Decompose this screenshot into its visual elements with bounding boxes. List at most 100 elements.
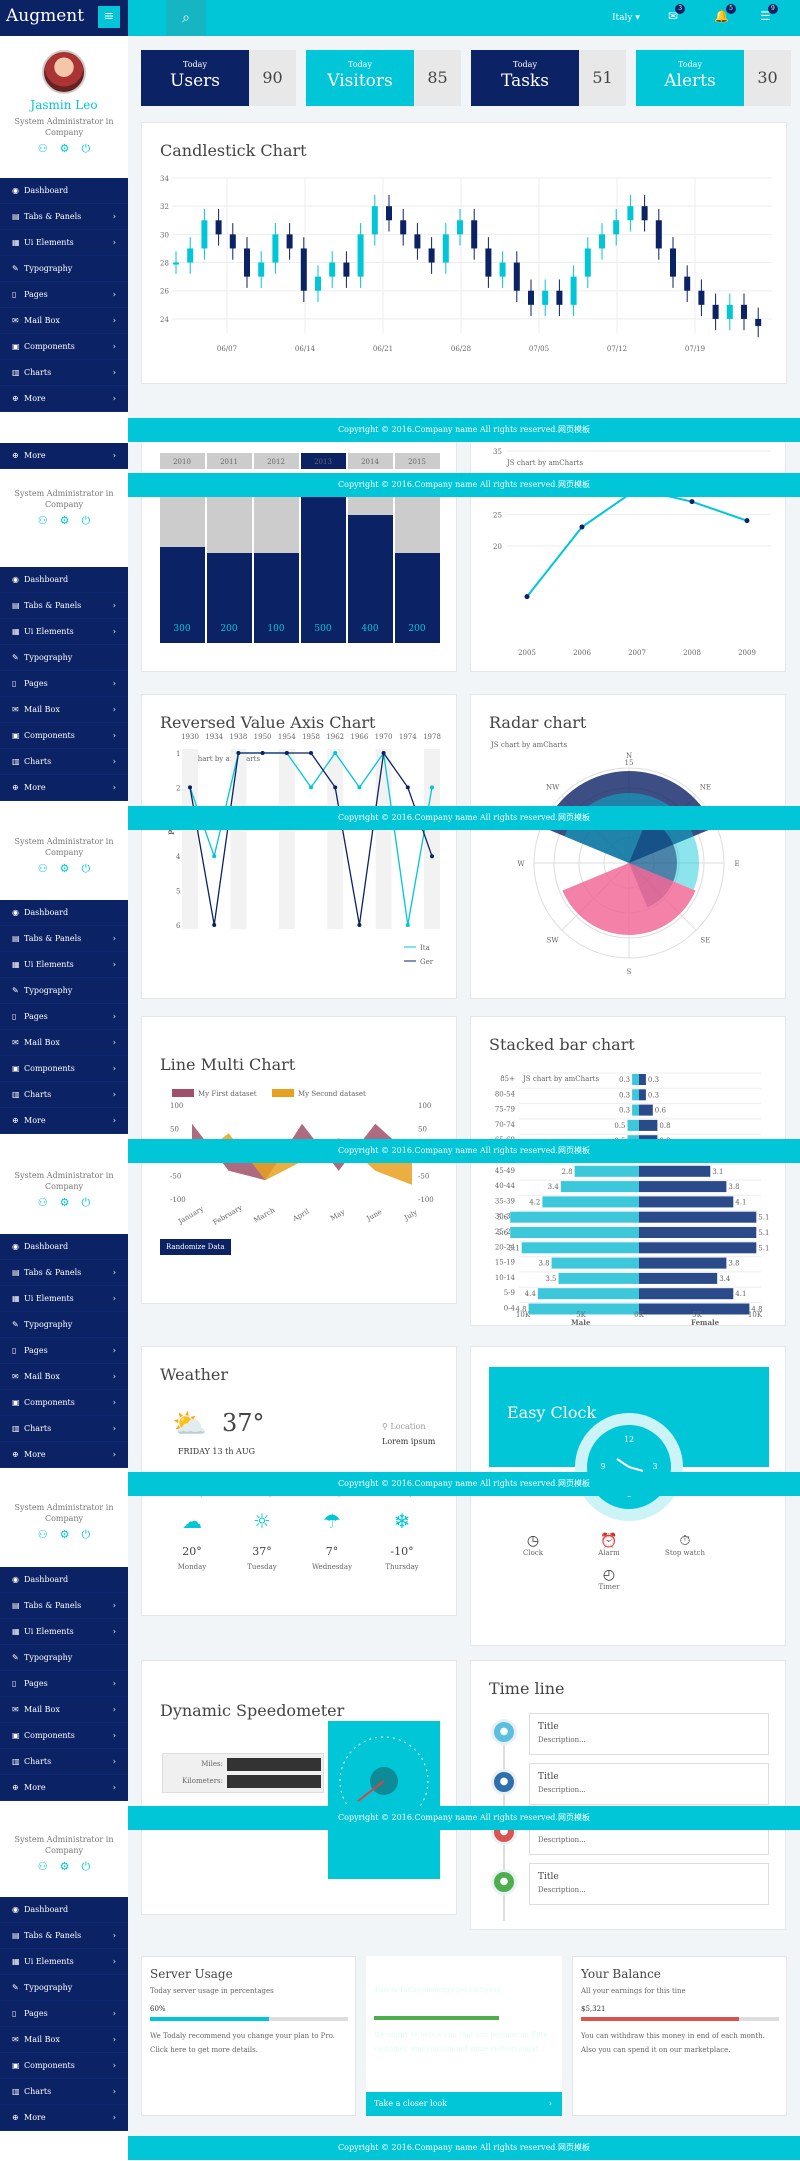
sidebar-item-charts[interactable]: ▥ Charts ›	[0, 1416, 128, 1442]
sidebar-item-more[interactable]: ⊕ More ›	[0, 1442, 128, 1468]
user-icon[interactable]: ⚇	[37, 1196, 60, 1209]
sidebar-item-pages[interactable]: ▯ Pages ›	[0, 2001, 128, 2027]
bell-icon[interactable]: 🔔 5	[714, 4, 736, 23]
sidebar-item-tabs-panels[interactable]: ▤ Tabs & Panels ›	[0, 1260, 128, 1286]
sidebar-item-more[interactable]: ⊕ More ›	[0, 775, 128, 801]
settings-icon[interactable]: ⚙	[59, 1196, 82, 1209]
mail-icon[interactable]: ✉ 3	[668, 4, 686, 23]
user-icon[interactable]: ⚇	[37, 862, 60, 875]
sidebar-item-typography[interactable]: ✎ Typography	[0, 978, 128, 1004]
settings-icon[interactable]: ⚙	[59, 142, 82, 155]
settings-icon[interactable]: ⚙	[59, 1860, 82, 1873]
server-note[interactable]: We Todaly recommend you change your plan…	[150, 2032, 336, 2054]
stat-tasks[interactable]: Today Tasks 51	[471, 50, 626, 106]
sidebar-item-ui-elements[interactable]: ▦ Ui Elements ›	[0, 619, 128, 645]
sidebar-item-more[interactable]: ⊕ More ›	[0, 1108, 128, 1134]
sidebar-item-charts[interactable]: ▥ Charts ›	[0, 749, 128, 775]
sidebar-item-ui-elements[interactable]: ▦ Ui Elements ›	[0, 230, 128, 256]
sidebar-item-tabs-panels[interactable]: ▤ Tabs & Panels ›	[0, 926, 128, 952]
randomize-button[interactable]: Randomize Data	[160, 1239, 231, 1255]
settings-icon[interactable]: ⚙	[59, 514, 82, 527]
sidebar-item-ui-elements[interactable]: ▦ Ui Elements ›	[0, 1619, 128, 1645]
sidebar-item-tabs-panels[interactable]: ▤ Tabs & Panels ›	[0, 204, 128, 230]
sidebar-item-dashboard[interactable]: ◉ Dashboard	[0, 178, 128, 204]
stat-visitors[interactable]: Today Visitors 85	[306, 50, 461, 106]
sidebar-item-typography[interactable]: ✎ Typography	[0, 256, 128, 282]
sidebar-item-tabs-panels[interactable]: ▤ Tabs & Panels ›	[0, 1923, 128, 1949]
settings-icon[interactable]: ⚙	[59, 1528, 82, 1541]
clock-button[interactable]: ⏱ Stop watch	[655, 1533, 715, 1557]
user-icon[interactable]: ⚇	[37, 1528, 60, 1541]
power-icon[interactable]: ⏻	[81, 514, 103, 527]
sidebar-item-tabs-panels[interactable]: ▤ Tabs & Panels ›	[0, 593, 128, 619]
app-logo[interactable]: Augment	[6, 6, 85, 26]
power-icon[interactable]: ⏻	[81, 1860, 103, 1873]
sidebar-item-mail-box[interactable]: ✉ Mail Box ›	[0, 1697, 128, 1723]
candlestick-chart[interactable]: 24 26 28 30 32 34 06/07 06/14 06/21 06/28 07/05 07/…	[142, 123, 788, 385]
sidebar-item-ui-elements[interactable]: ▦ Ui Elements ›	[0, 952, 128, 978]
sidebar-item-charts[interactable]: ▥ Charts ›	[0, 1082, 128, 1108]
sidebar-item-mail-box[interactable]: ✉ Mail Box ›	[0, 1364, 128, 1390]
stacked-chart[interactable]: JS chart by amCharts 85+ 0.3 0.3 80-54 0.3 0.3…	[471, 1017, 787, 1327]
sidebar-item-mail-box[interactable]: ✉ Mail Box ›	[0, 2027, 128, 2053]
sidebar-item-mail-box[interactable]: ✉ Mail Box ›	[0, 308, 128, 334]
stat-alerts[interactable]: Today Alerts 30	[636, 50, 791, 106]
sidebar-item-pages[interactable]: ▯ Pages ›	[0, 1671, 128, 1697]
sidebar-item-dashboard[interactable]: ◉ Dashboard	[0, 1234, 128, 1260]
take-closer-look-button[interactable]: Take a closer look ›	[366, 2092, 562, 2116]
sidebar-item-components[interactable]: ▣ Components ›	[0, 2053, 128, 2079]
sidebar-item-dashboard[interactable]: ◉ Dashboard	[0, 900, 128, 926]
bar-chart[interactable]: 2010 300 2011 200 2012 100 2013 500 2014 400 2015 2…	[142, 421, 458, 673]
sidebar-item-typography[interactable]: ✎ Typography	[0, 645, 128, 671]
sidebar-item-mail-box[interactable]: ✉ Mail Box ›	[0, 1030, 128, 1056]
sidebar-item-components[interactable]: ▣ Components ›	[0, 1390, 128, 1416]
sidebar-item-dashboard[interactable]: ◉ Dashboard	[0, 1567, 128, 1593]
list-icon[interactable]: ☰ 9	[760, 4, 778, 23]
avatar[interactable]	[42, 50, 86, 94]
sidebar-item-components[interactable]: ▣ Components ›	[0, 1723, 128, 1749]
sidebar-item-components[interactable]: ▣ Components ›	[0, 334, 128, 360]
radar-chart[interactable]: JS chart by amCharts N NE E SE S SW W NW 15	[471, 695, 787, 1000]
sidebar-item-components[interactable]: ▣ Components ›	[0, 1056, 128, 1082]
sidebar-item-ui-elements[interactable]: ▦ Ui Elements ›	[0, 1949, 128, 1975]
clock-button[interactable]: ◷ Clock	[503, 1533, 563, 1557]
settings-icon[interactable]: ⚙	[59, 862, 82, 875]
user-icon[interactable]: ⚇	[37, 142, 60, 155]
sidebar-item-charts[interactable]: ▥ Charts ›	[0, 360, 128, 386]
sidebar-item-dashboard[interactable]: ◉ Dashboard	[0, 567, 128, 593]
sidebar-item-more[interactable]: ⊕ More ›	[0, 443, 128, 469]
sidebar-item-components[interactable]: ▣ Components ›	[0, 723, 128, 749]
sidebar-item-more[interactable]: ⊕ More ›	[0, 1775, 128, 1801]
sidebar-item-pages[interactable]: ▯ Pages ›	[0, 1338, 128, 1364]
clock-button[interactable]: ⏰ Alarm	[579, 1533, 639, 1557]
power-icon[interactable]: ⏻	[81, 1196, 103, 1209]
stat-users[interactable]: Today Users 90	[141, 50, 296, 106]
sidebar-item-typography[interactable]: ✎ Typography	[0, 1312, 128, 1338]
sidebar-item-charts[interactable]: ▥ Charts ›	[0, 1749, 128, 1775]
line-chart[interactable]: JS chart by amCharts20253035200520062007…	[471, 421, 787, 673]
sidebar-item-charts[interactable]: ▥ Charts ›	[0, 2079, 128, 2105]
sidebar-item-pages[interactable]: ▯ Pages ›	[0, 282, 128, 308]
clock-button[interactable]: ◴ Timer	[579, 1567, 639, 1591]
sidebar-item-mail-box[interactable]: ✉ Mail Box ›	[0, 697, 128, 723]
search-icon[interactable]: ⌕	[166, 0, 206, 36]
sidebar-item-pages[interactable]: ▯ Pages ›	[0, 671, 128, 697]
power-icon[interactable]: ⏻	[81, 1528, 103, 1541]
sidebar-item-typography[interactable]: ✎ Typography	[0, 1645, 128, 1671]
sidebar-item-more[interactable]: ⊕ More ›	[0, 2105, 128, 2131]
user-icon[interactable]: ⚇	[37, 1860, 60, 1873]
sidebar-item-ui-elements[interactable]: ▦ Ui Elements ›	[0, 1286, 128, 1312]
sidebar-item-more[interactable]: ⊕ More ›	[0, 386, 128, 412]
sidebar-item-pages[interactable]: ▯ Pages ›	[0, 1004, 128, 1030]
sidebar-item-tabs-panels[interactable]: ▤ Tabs & Panels ›	[0, 1593, 128, 1619]
power-icon[interactable]: ⏻	[81, 142, 103, 155]
user-icon[interactable]: ⚇	[37, 514, 60, 527]
sidebar-item-dashboard[interactable]: ◉ Dashboard	[0, 1897, 128, 1923]
power-icon[interactable]: ⏻	[81, 862, 103, 875]
reversed-chart[interactable]: JS chart by amChartsPlace t1930193419381…	[142, 695, 458, 1000]
menu-icon[interactable]: ≡	[98, 6, 120, 28]
language-select[interactable]: Italy ▾	[612, 13, 640, 23]
